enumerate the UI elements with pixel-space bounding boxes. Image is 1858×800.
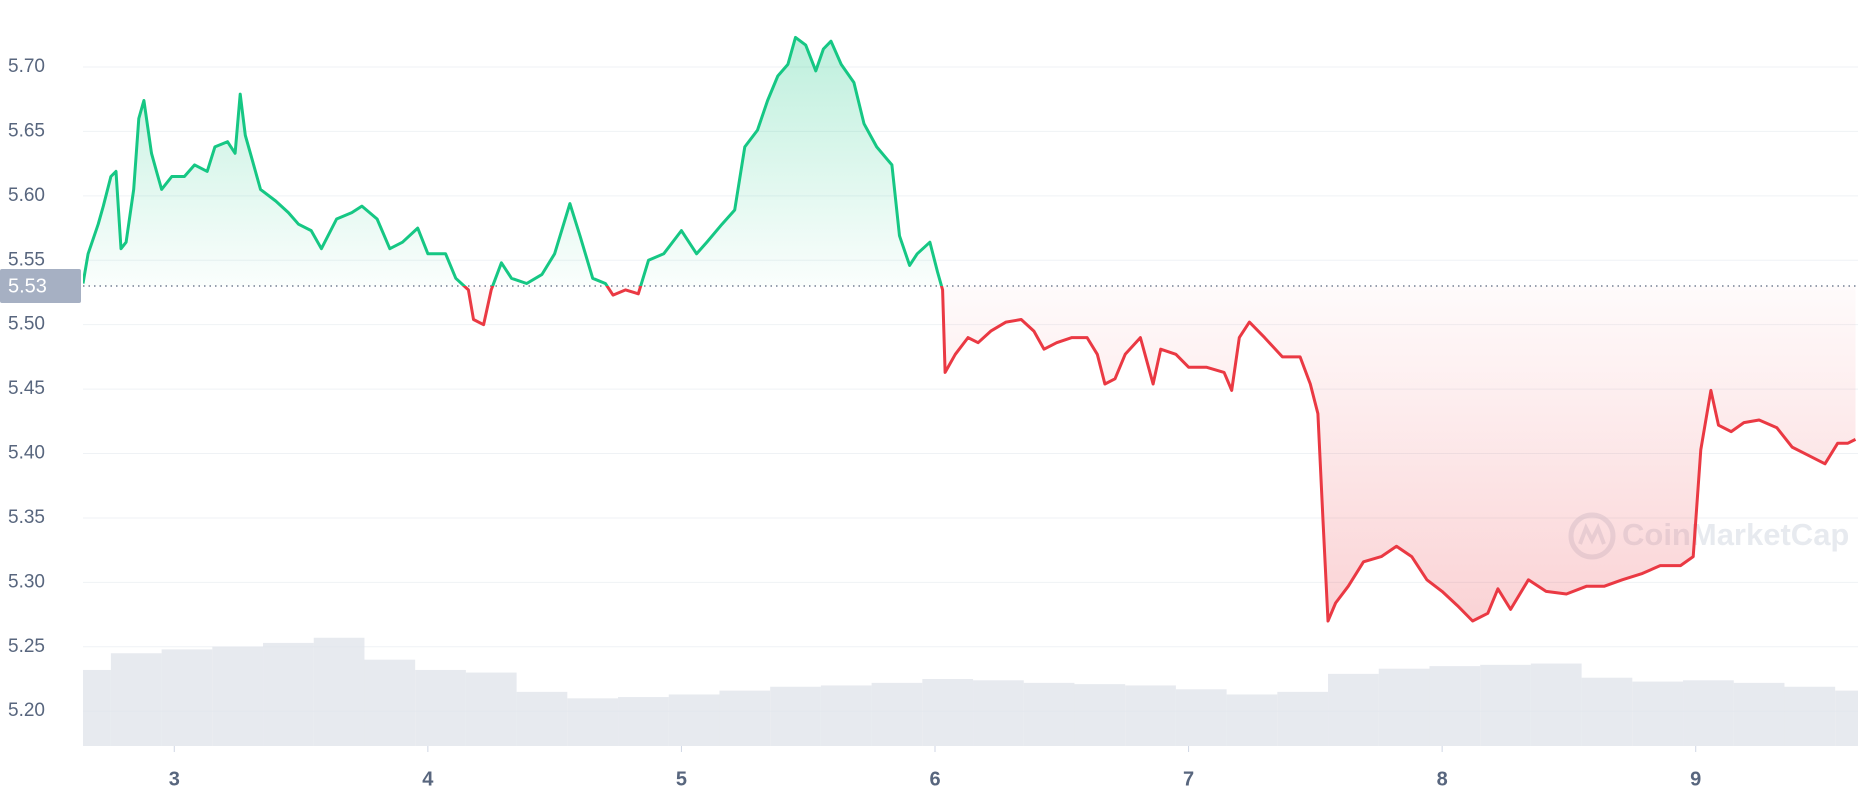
volume-bar <box>1074 684 1126 746</box>
x-tick-label: 3 <box>169 768 180 790</box>
y-tick-label: 5.20 <box>8 700 45 721</box>
volume-bar <box>161 649 213 746</box>
volume-bar <box>263 642 314 746</box>
volume-bar <box>567 698 619 746</box>
y-tick-label: 5.55 <box>8 249 45 270</box>
y-tick-label: 5.35 <box>8 507 45 528</box>
y-tick-label: 5.45 <box>8 378 45 399</box>
y-tick-label: 5.25 <box>8 636 45 657</box>
volume-bar <box>1328 673 1379 746</box>
volume-bar <box>1632 681 1684 746</box>
volume-bar <box>1733 682 1785 746</box>
volume-bar <box>1683 680 1734 746</box>
volume-bar <box>465 672 517 746</box>
y-tick-label: 5.70 <box>8 56 45 77</box>
volume-bar <box>1581 677 1633 746</box>
area-above <box>83 37 1856 287</box>
volume-bar <box>415 669 466 746</box>
volume-bar <box>212 646 264 746</box>
volume-bar <box>83 669 111 746</box>
volume-bar <box>1023 682 1075 746</box>
volume-bar <box>313 637 365 746</box>
volume-bar <box>1277 691 1329 746</box>
x-tick-label: 9 <box>1690 768 1701 790</box>
baseline-box <box>0 269 81 304</box>
x-tick-label: 4 <box>422 768 434 790</box>
area-below <box>464 286 1856 621</box>
volume-bar <box>364 659 416 746</box>
volume-bar <box>668 694 720 746</box>
volume-bar <box>1226 694 1278 746</box>
x-tick-label: 8 <box>1437 768 1448 790</box>
y-tick-label: 5.65 <box>8 120 45 141</box>
volume-bar <box>1480 664 1531 746</box>
volume-bar <box>1125 685 1176 746</box>
volume-bar <box>922 679 974 746</box>
x-tick-label: 5 <box>676 768 687 790</box>
volume-bar <box>1835 690 1858 746</box>
price-line-above <box>83 35 944 287</box>
y-tick-label: 5.60 <box>8 185 45 206</box>
baseline-label: 5.53 <box>8 275 47 297</box>
volume-bar <box>1429 666 1481 746</box>
y-tick-label: 5.30 <box>8 571 45 592</box>
volume-bar <box>110 653 162 746</box>
volume-bar <box>1530 663 1582 746</box>
y-tick-label: 5.50 <box>8 314 45 335</box>
price-line-below <box>461 286 1857 623</box>
x-tick-label: 7 <box>1183 768 1194 790</box>
y-tick-label: 5.40 <box>8 443 45 464</box>
volume-bar <box>1784 686 1836 746</box>
volume-bar <box>618 697 669 746</box>
volume-bar <box>1175 689 1227 746</box>
x-tick-label: 6 <box>929 768 940 790</box>
volume-bar <box>871 682 923 746</box>
volume-bar <box>516 691 568 746</box>
volume-bar <box>1378 668 1430 746</box>
volume-bar <box>719 690 771 746</box>
volume-bar <box>973 680 1024 746</box>
volume-bar <box>820 685 872 746</box>
volume-bar <box>770 686 821 746</box>
